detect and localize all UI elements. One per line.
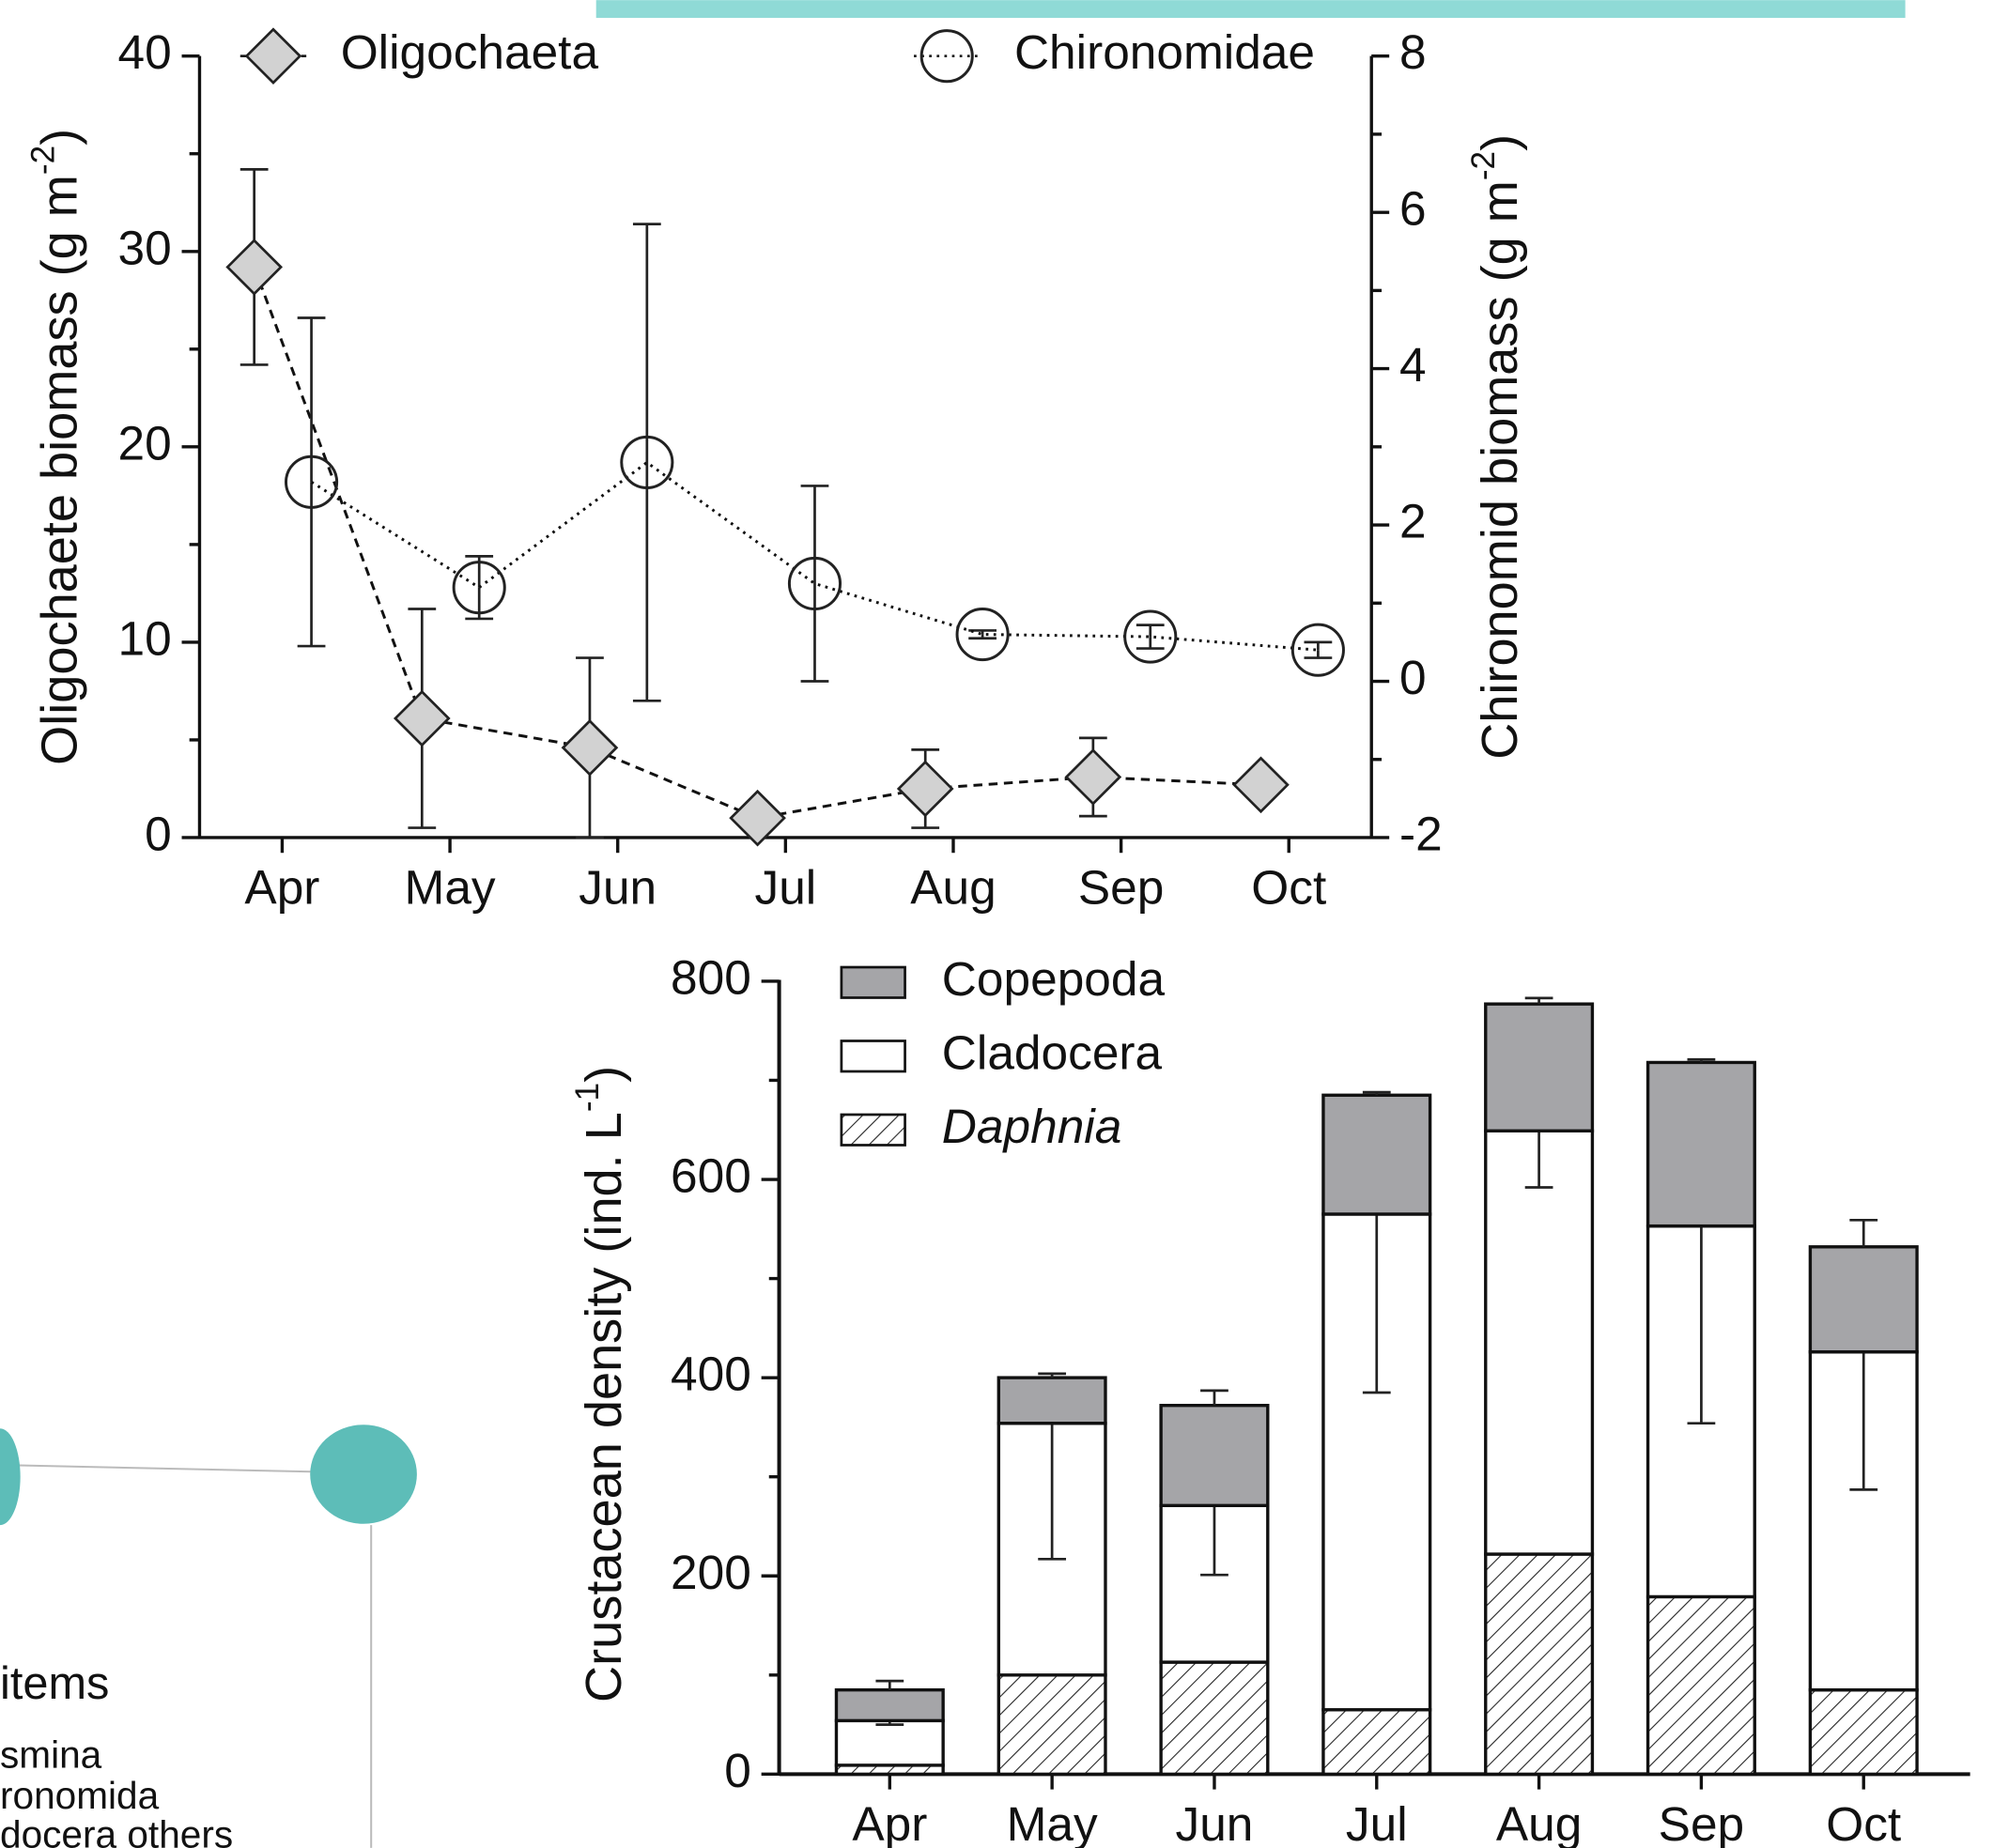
marker xyxy=(286,456,336,507)
legend-swatch xyxy=(842,1041,905,1071)
y-tick-label: 10 xyxy=(118,610,172,665)
axis-label-part: Crustacean density (ind. L xyxy=(576,1112,632,1702)
y-tick-label: 4 xyxy=(1399,337,1427,392)
node xyxy=(310,1424,417,1524)
bar-segment xyxy=(1161,1406,1268,1506)
legend-label: Daphnia xyxy=(942,1099,1122,1153)
y-tick-label: 6 xyxy=(1399,181,1427,236)
bar-segment xyxy=(836,1720,943,1765)
x-tick-label: Jul xyxy=(754,859,816,914)
x-tick-label: Apr xyxy=(244,859,319,914)
axis-label-part: -2 xyxy=(1465,151,1502,180)
marker xyxy=(899,762,952,816)
x-tick-label: Oct xyxy=(1826,1796,1901,1848)
y-tick-label: 0 xyxy=(724,1743,751,1797)
x-tick-label: Sep xyxy=(1659,1796,1744,1848)
axis-label-part: -1 xyxy=(569,1083,606,1112)
marker xyxy=(1066,750,1120,804)
y-tick-label: 0 xyxy=(145,807,172,861)
marker xyxy=(1234,758,1288,811)
figure: items smina ronomida docera others 01020… xyxy=(0,0,1993,1848)
legend-label: Oligochaeta xyxy=(341,24,599,79)
marker xyxy=(247,29,301,83)
y-tick-label: 8 xyxy=(1399,24,1427,79)
y-tick-label: 400 xyxy=(671,1347,751,1401)
legend-label: Cladocera xyxy=(942,1024,1163,1079)
y-tick-label: 30 xyxy=(118,220,172,274)
marker xyxy=(454,562,504,613)
x-tick-label: Oct xyxy=(1251,859,1326,914)
bar-segment xyxy=(1323,1095,1430,1214)
axis-label: Chironomid biomass (g m-2) xyxy=(1465,134,1528,760)
x-tick-label: Aug xyxy=(1496,1796,1582,1848)
x-tick-label: Jun xyxy=(579,859,657,914)
error-bar xyxy=(1200,1391,1228,1406)
marker xyxy=(789,558,840,608)
page: items smina ronomida docera others 01020… xyxy=(0,0,1993,1848)
axis-label-part: -2 xyxy=(24,146,61,175)
y-tick-label: -2 xyxy=(1399,807,1443,861)
x-tick-label: Aug xyxy=(910,859,996,914)
marker xyxy=(622,437,672,487)
error-bar xyxy=(633,462,661,701)
axis-label-part: ) xyxy=(32,129,88,146)
x-tick-label: May xyxy=(405,859,496,914)
series-line xyxy=(255,267,1261,818)
bar-segment xyxy=(1648,1596,1755,1774)
bar-segment xyxy=(998,1378,1105,1424)
legend-swatch xyxy=(842,1115,905,1145)
y-tick-label: 20 xyxy=(118,415,172,470)
bar-segment xyxy=(1486,1004,1593,1131)
axis-label-part: ) xyxy=(576,1066,632,1083)
legend-swatch xyxy=(842,967,905,997)
marker xyxy=(1292,624,1343,675)
y-tick-label: 600 xyxy=(671,1148,751,1203)
bar-segment xyxy=(1486,1131,1593,1554)
bg-text: items xyxy=(0,1658,109,1709)
x-tick-label: Sep xyxy=(1078,859,1164,914)
error-bar xyxy=(633,224,661,463)
bar-segment xyxy=(1810,1247,1917,1352)
marker xyxy=(227,240,281,294)
x-tick-label: Apr xyxy=(852,1796,927,1848)
marker xyxy=(921,31,972,82)
bar-segment xyxy=(1486,1554,1593,1774)
x-tick-label: May xyxy=(1007,1796,1098,1848)
node xyxy=(0,1428,21,1525)
marker xyxy=(957,609,1008,660)
marker xyxy=(564,721,617,775)
axis-label-part: Chironomid biomass (g m xyxy=(1472,180,1528,760)
axis-label: Crustacean density (ind. L-1) xyxy=(569,1066,633,1702)
bg-text: smina xyxy=(0,1732,102,1776)
y-tick-label: 800 xyxy=(671,949,751,1004)
axis-label-part: Oligochaete biomass (g m xyxy=(32,175,88,765)
bar-segment xyxy=(998,1675,1105,1775)
axis-label: Oligochaete biomass (g m-2) xyxy=(24,129,88,765)
y-tick-label: 200 xyxy=(671,1545,751,1599)
axis-label-part: ) xyxy=(1472,134,1528,151)
y-tick-label: 0 xyxy=(1399,650,1427,704)
bar-segment xyxy=(1810,1690,1917,1775)
legend-label: Chironomidae xyxy=(1014,24,1315,79)
y-tick-label: 40 xyxy=(118,24,172,79)
x-tick-label: Jun xyxy=(1176,1796,1254,1848)
bar-segment xyxy=(1323,1710,1430,1775)
legend-label: Copepoda xyxy=(942,951,1166,1006)
bar-segment xyxy=(1648,1062,1755,1225)
bg-text: ronomida xyxy=(0,1774,160,1817)
banner-strip xyxy=(596,0,1906,18)
marker xyxy=(1125,611,1176,662)
error-bar xyxy=(1849,1220,1877,1247)
bar-segment xyxy=(836,1690,943,1721)
bar-segment xyxy=(1161,1662,1268,1774)
connector xyxy=(19,1466,311,1472)
marker xyxy=(395,692,449,746)
y-tick-label: 2 xyxy=(1399,494,1427,548)
bg-text: docera others xyxy=(0,1813,233,1848)
x-tick-label: Jul xyxy=(1346,1796,1408,1848)
